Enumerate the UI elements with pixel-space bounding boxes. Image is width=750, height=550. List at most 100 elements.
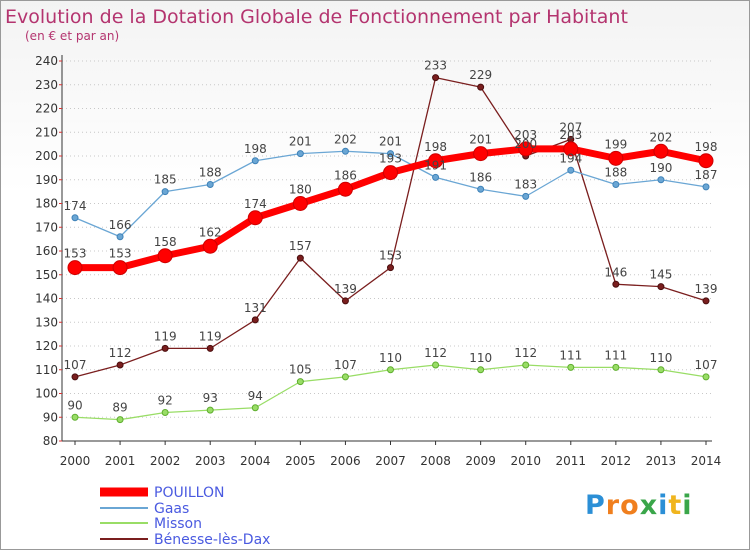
data-point (251, 316, 259, 324)
x-tick-label: 2014 (691, 454, 722, 468)
y-tick-label: 220 (35, 102, 58, 116)
y-tick-label: 130 (35, 315, 58, 329)
x-tick-label: 2009 (465, 454, 496, 468)
data-point (432, 74, 440, 82)
data-label: 201 (469, 133, 492, 147)
data-point (567, 166, 575, 174)
x-tick-label: 2003 (195, 454, 226, 468)
data-point (292, 196, 308, 211)
data-point (702, 183, 710, 191)
data-label: 111 (559, 348, 582, 362)
data-label: 198 (424, 140, 447, 154)
data-label: 180 (289, 183, 312, 197)
x-tick-label: 2005 (285, 454, 316, 468)
data-label: 199 (604, 137, 627, 151)
data-label: 202 (334, 132, 357, 146)
y-tick-label: 230 (35, 78, 58, 92)
data-point (341, 373, 349, 381)
data-point (341, 297, 349, 305)
logo-letter: t (668, 490, 683, 521)
data-label: 139 (695, 282, 718, 296)
data-label: 174 (244, 197, 267, 211)
y-tick-label: 200 (35, 149, 58, 163)
data-label: 89 (112, 401, 127, 415)
legend-label: Gaas (154, 501, 189, 517)
data-label: 112 (109, 346, 132, 360)
data-point (432, 361, 440, 369)
x-tick-label: 2011 (556, 454, 587, 468)
x-tick-label: 2002 (150, 454, 181, 468)
data-point (428, 153, 444, 169)
y-tick-label: 100 (35, 387, 58, 401)
data-point (567, 363, 575, 371)
data-point (116, 416, 124, 424)
data-label: 94 (248, 389, 263, 403)
data-label: 190 (649, 161, 672, 175)
legend-label: Bénesse-lès-Dax (154, 532, 270, 548)
data-label: 202 (649, 130, 672, 144)
data-point (296, 150, 304, 158)
data-label: 131 (244, 301, 267, 315)
data-point (612, 363, 620, 371)
data-point (247, 210, 263, 226)
data-point (341, 147, 349, 155)
y-tick-label: 180 (35, 197, 58, 211)
data-point (387, 150, 394, 158)
data-point (71, 413, 79, 421)
legend-label: Misson (154, 516, 202, 532)
data-point (477, 83, 485, 91)
data-label: 92 (158, 394, 173, 408)
data-label: 112 (424, 346, 447, 360)
data-point (657, 176, 665, 184)
data-label: 93 (203, 391, 218, 405)
logo-letter: i (682, 490, 693, 521)
logo-letter: r (605, 490, 621, 521)
data-label: 157 (289, 239, 312, 253)
data-label: 174 (64, 199, 87, 213)
data-label: 119 (199, 329, 222, 343)
data-label: 203 (559, 128, 582, 142)
data-point (206, 181, 214, 188)
data-label: 153 (109, 247, 132, 261)
data-label: 203 (514, 128, 537, 142)
y-tick-label: 160 (35, 244, 58, 258)
y-tick-label: 210 (35, 125, 58, 139)
y-tick-label: 190 (35, 173, 58, 187)
x-tick-label: 2012 (601, 454, 632, 468)
data-point (477, 366, 485, 374)
data-label: 233 (424, 59, 447, 73)
data-label: 193 (379, 152, 402, 166)
data-point (608, 150, 624, 166)
data-label: 183 (514, 177, 537, 191)
x-tick-label: 2000 (60, 454, 91, 468)
data-point (116, 233, 124, 241)
data-point (563, 141, 579, 157)
data-label: 191 (424, 158, 447, 172)
x-tick-label: 2004 (240, 454, 271, 468)
data-point (112, 260, 128, 276)
data-point (387, 264, 394, 272)
data-point (337, 181, 353, 197)
data-label: 207 (559, 120, 582, 134)
data-point (702, 297, 710, 305)
data-point (251, 157, 259, 165)
data-label: 187 (695, 168, 718, 182)
data-label: 188 (199, 166, 222, 180)
data-label: 119 (154, 329, 177, 343)
data-label: 198 (244, 142, 267, 156)
data-point (206, 406, 214, 414)
data-point (702, 373, 710, 381)
data-point (657, 283, 665, 291)
data-label: 110 (469, 351, 492, 365)
data-label: 146 (604, 265, 627, 279)
data-point (296, 254, 304, 262)
data-point (71, 373, 79, 381)
y-tick-label: 80 (43, 434, 58, 448)
data-point (612, 280, 620, 288)
y-tick-label: 150 (35, 268, 58, 282)
data-label: 145 (649, 268, 672, 282)
data-label: 111 (604, 348, 627, 362)
data-point (522, 192, 530, 200)
data-label: 185 (154, 173, 177, 187)
x-tick-label: 2013 (646, 454, 677, 468)
